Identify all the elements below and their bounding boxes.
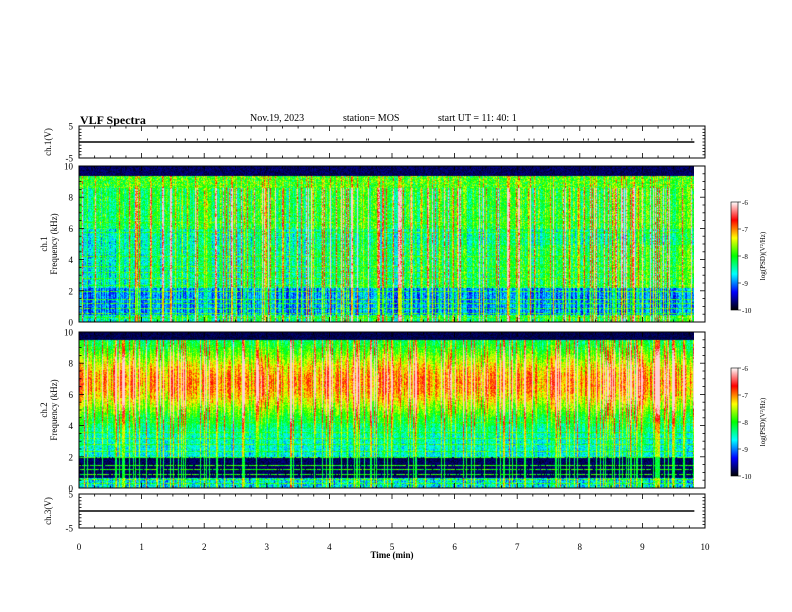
x-tick-label: 7 [515, 542, 520, 552]
waveform-panel-3: ch.3(V) [43, 493, 706, 529]
y-ticks-panel-1: 0 2 4 6 8 10 [64, 162, 705, 328]
colorbar-tick-label: -8 [742, 253, 748, 261]
x-axis-label: Time (min) [370, 550, 413, 560]
spectrogram-panel-1: ch.1 Frequency (kHz) [39, 165, 706, 323]
y-tick-label: 6 [69, 224, 74, 234]
colorbar-tick-label: -7 [742, 226, 748, 234]
colorbar-tick-label: -9 [742, 280, 748, 288]
x-tick-label: 6 [452, 542, 457, 552]
date-label: Nov.19, 2023 [250, 113, 305, 124]
x-tick-label: 8 [578, 542, 583, 552]
y-tick-label: 10 [64, 328, 74, 338]
chart-title: VLF Spectra [80, 113, 146, 127]
y-axis-label: ch.1(V) [43, 128, 53, 156]
y-tick-label: 5 [69, 490, 74, 500]
y-tick-label: 8 [69, 193, 74, 203]
y-ticks-panel-3: 5 -5 [66, 490, 705, 534]
y-axis-label: ch.3(V) [43, 497, 53, 525]
station-label: station= MOS [343, 113, 400, 124]
y-tick-label: 0 [69, 318, 74, 328]
waveform-panel-0: ch.1(V) [43, 125, 706, 159]
x-tick-label: 5 [390, 542, 395, 552]
spectrogram-panel-2: ch.2 Frequency (kHz) [39, 331, 706, 489]
x-tick-label: 10 [701, 542, 711, 552]
spectrogram-image [79, 332, 694, 488]
x-tick-label: 2 [202, 542, 207, 552]
colorbar-tick-label: -8 [742, 419, 748, 427]
colorbar-tick-label: -9 [742, 446, 748, 454]
start-ut-label: start UT = 11: 40: 1 [438, 113, 517, 124]
channel-label: ch.1 [39, 236, 49, 251]
y-tick-label: 6 [69, 390, 74, 400]
colorbar-label: log(PSD)(V²/Hz) [759, 231, 767, 280]
y-tick-label: 5 [69, 122, 74, 132]
y-tick-label: 10 [64, 162, 74, 172]
y-tick-label: 4 [69, 255, 74, 265]
spectrogram-image [79, 166, 694, 322]
x-tick-label: 1 [139, 542, 144, 552]
y-tick-label: 8 [69, 359, 74, 369]
x-tick-label: 4 [327, 542, 332, 552]
colorbar-tick-label: -10 [742, 473, 752, 481]
y-tick-label: 2 [69, 452, 74, 462]
y-axis-label: Frequency (kHz) [49, 213, 59, 274]
x-tick-label: 0 [77, 542, 82, 552]
y-ticks-panel-0: 5 -5 [66, 122, 705, 164]
channel-label: ch.2 [39, 402, 49, 417]
y-tick-label: -5 [66, 524, 74, 534]
colorbar-tick-label: -7 [742, 392, 748, 400]
x-ticks-panel-1 [78, 166, 706, 322]
colorbar-label: log(PSD)(V²/Hz) [759, 397, 767, 446]
colorbar-tick-label: -10 [742, 307, 752, 315]
x-ticks-panel-0 [78, 126, 706, 158]
y-ticks-panel-2: 0 2 4 6 8 10 [64, 328, 705, 494]
colorbar-1: -6 -7 -8 -9 -10 log(PSD)(V²/Hz) [730, 199, 767, 315]
x-ticks-panel-2 [78, 332, 706, 488]
y-axis-label: Frequency (kHz) [49, 379, 59, 440]
colorbar-2: -6 -7 -8 -9 -10 log(PSD)(V²/Hz) [730, 365, 767, 481]
x-tick-label: 3 [265, 542, 270, 552]
y-tick-label: 2 [69, 286, 74, 296]
colorbar-tick-label: -6 [742, 199, 748, 207]
x-ticks-panel-3 [78, 494, 706, 528]
x-axis: 0 1 2 3 4 5 6 7 8 9 10 Time (min) [77, 542, 710, 560]
y-tick-label: -5 [66, 154, 74, 164]
y-tick-label: 0 [69, 484, 74, 494]
colorbar-tick-label: -6 [742, 365, 748, 373]
x-tick-label: 9 [640, 542, 645, 552]
y-tick-label: 4 [69, 421, 74, 431]
